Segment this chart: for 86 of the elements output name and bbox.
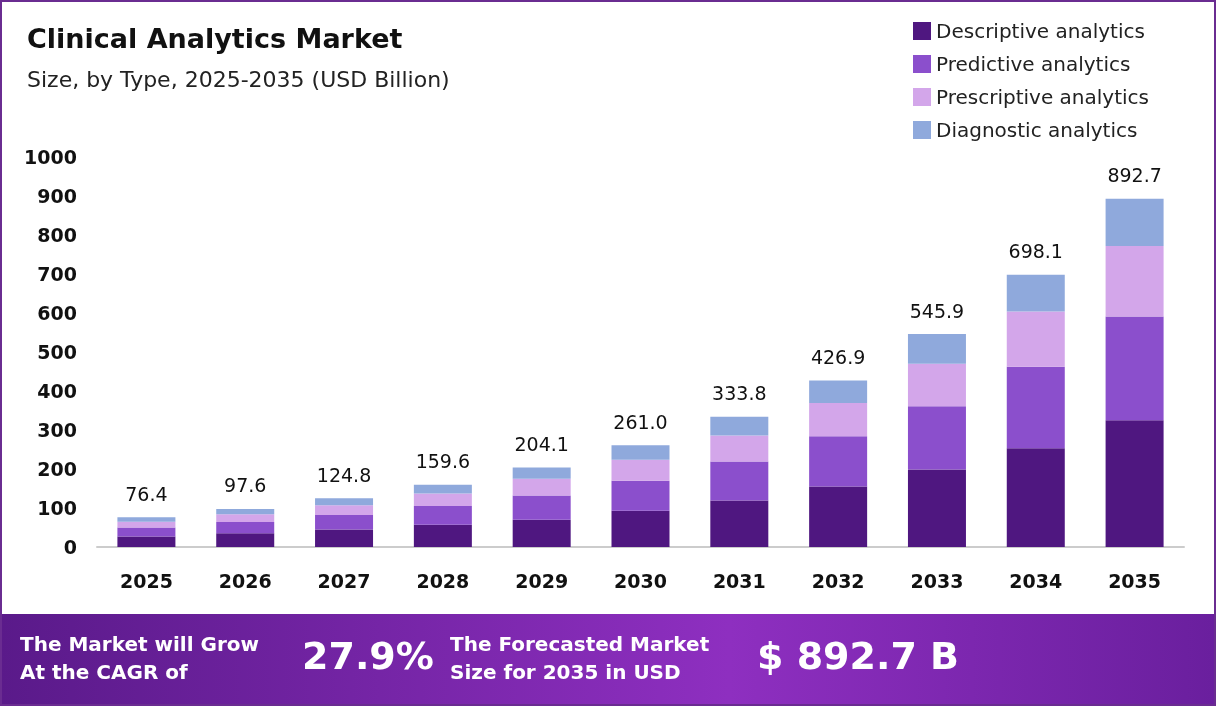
- bar: [216, 522, 275, 534]
- bar: [413, 493, 472, 507]
- bar: [315, 498, 374, 506]
- bar: [710, 435, 769, 462]
- x-tick-label: 2030: [614, 569, 667, 592]
- bar: [907, 334, 966, 364]
- bar: [315, 505, 374, 516]
- bar: [907, 469, 966, 547]
- x-tick-label: 2029: [515, 569, 569, 592]
- bar: [809, 486, 868, 547]
- total-label: 261.0: [613, 410, 668, 433]
- bar: [1105, 316, 1164, 421]
- y-tick-label: 200: [37, 458, 77, 480]
- bar: [216, 508, 275, 515]
- x-tick-label: 2027: [317, 569, 371, 592]
- y-tick-label: 400: [37, 380, 77, 402]
- bar: [611, 510, 670, 547]
- bar: [413, 524, 472, 547]
- bar: [1006, 448, 1065, 547]
- total-label: 892.7: [1107, 164, 1162, 187]
- text: $ 892.7 B: [757, 634, 961, 678]
- bar: [512, 478, 571, 496]
- bar: [1105, 198, 1164, 246]
- total-label: 76.4: [125, 482, 168, 505]
- y-tick-label: 600: [37, 302, 77, 324]
- bar: [1006, 311, 1065, 367]
- x-tick-label: 2031: [712, 569, 766, 592]
- bar: [512, 519, 571, 547]
- legend-label: Predictive analytics: [936, 52, 1131, 76]
- bar: [512, 495, 571, 520]
- bar: [117, 521, 176, 528]
- bar: [315, 529, 374, 547]
- legend-label: Diagnostic analytics: [936, 118, 1138, 142]
- x-tick-label: 2026: [218, 569, 272, 592]
- total-label: 204.1: [514, 432, 569, 455]
- bar: [907, 406, 966, 470]
- bar: [611, 480, 670, 511]
- y-tick-label: 300: [37, 419, 77, 441]
- bar: [611, 459, 670, 481]
- bar: [315, 515, 374, 530]
- bar: [216, 514, 275, 523]
- total-label: 124.8: [316, 463, 372, 486]
- x-tick-label: 2032: [811, 569, 865, 592]
- bar: [117, 536, 176, 547]
- bar: [216, 533, 275, 547]
- total-label: 698.1: [1008, 240, 1063, 263]
- x-tick-label: 2033: [910, 569, 964, 592]
- chart-title: Clinical Analytics Market: [27, 23, 403, 54]
- y-tick-label: 900: [37, 185, 77, 207]
- y-tick-label: 700: [37, 263, 77, 285]
- text: 27.9%: [302, 634, 434, 678]
- legend-label: Descriptive analytics: [936, 19, 1145, 43]
- chart-subtitle: Size, by Type, 2025-2035 (USD Billion): [27, 66, 450, 92]
- bar: [710, 416, 769, 436]
- bar: [1105, 420, 1164, 547]
- y-tick-label: 800: [37, 224, 77, 246]
- legend-label: Prescriptive analytics: [936, 85, 1150, 109]
- total-label: 97.6: [224, 474, 267, 497]
- bar: [413, 506, 472, 525]
- x-tick-label: 2035: [1108, 569, 1162, 592]
- x-tick-label: 2034: [1009, 569, 1063, 592]
- bar: [512, 467, 571, 479]
- x-tick-label: 2025: [119, 569, 173, 592]
- y-tick-label: 0: [63, 536, 77, 558]
- bar: [809, 403, 868, 437]
- bar: [1006, 366, 1065, 449]
- y-tick-label: 100: [37, 497, 77, 519]
- bar: [710, 500, 769, 547]
- total-label: 333.8: [712, 382, 767, 405]
- total-label: 426.9: [810, 346, 866, 369]
- text: The Market will Grow At the CAGR of: [20, 631, 261, 686]
- bar: [413, 484, 472, 494]
- y-tick-label: 1000: [24, 146, 77, 168]
- bar: [117, 517, 176, 522]
- bar: [809, 380, 868, 404]
- bar: [611, 445, 670, 460]
- y-tick-label: 500: [37, 341, 77, 363]
- total-label: 159.6: [415, 450, 471, 473]
- bar: [1006, 274, 1065, 312]
- bar: [710, 461, 769, 501]
- bar: [809, 436, 868, 487]
- bar: [907, 363, 966, 407]
- total-label: 545.9: [909, 299, 965, 322]
- text: The Forecasted Market Size for 2035 in USD: [450, 631, 711, 686]
- x-tick-label: 2028: [416, 569, 470, 592]
- bar: [1105, 245, 1164, 317]
